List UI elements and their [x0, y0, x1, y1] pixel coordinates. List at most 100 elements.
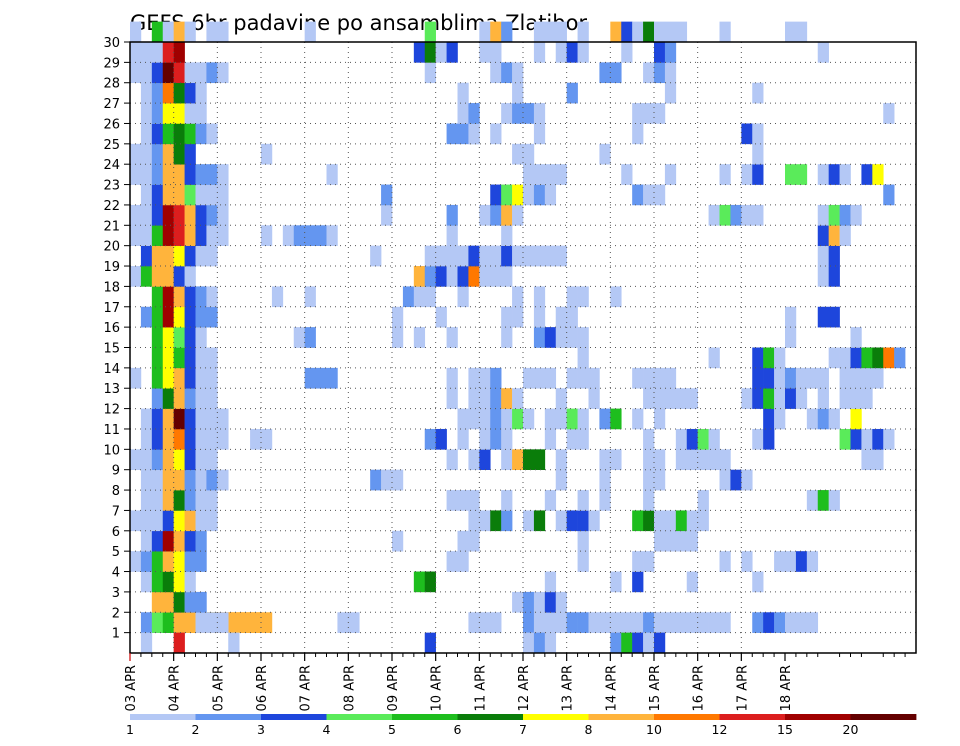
heatmap-cell: [195, 306, 218, 328]
y-tick-label: 7: [112, 504, 120, 519]
heatmap-cell: [599, 408, 611, 430]
heatmap-cell: [151, 591, 164, 613]
heatmap-cell: [588, 388, 600, 409]
heatmap-cell: [577, 490, 589, 511]
heatmap-cell: [566, 367, 578, 389]
heatmap-cell: [282, 225, 295, 246]
heatmap-cell: [173, 591, 185, 613]
heatmap-cell: [643, 469, 655, 491]
heatmap-cell: [566, 408, 578, 430]
heatmap-cell: [479, 408, 491, 430]
heatmap-cell: [610, 632, 622, 654]
heatmap-cell: [533, 245, 567, 267]
heatmap-cell: [173, 82, 185, 104]
heatmap-cell: [162, 62, 174, 84]
heatmap-cell: [151, 530, 164, 552]
heatmap-cell: [533, 612, 546, 633]
heatmap-cell: [184, 286, 196, 308]
heatmap-cell: [828, 225, 840, 246]
heatmap-cell: [785, 306, 797, 328]
heatmap-cell: [490, 245, 502, 267]
heatmap-cell: [861, 367, 873, 389]
heatmap-cell: [566, 286, 578, 308]
heatmap-cell: [533, 21, 546, 43]
heatmap-cell: [140, 469, 164, 491]
heatmap-cell: [151, 266, 174, 287]
heatmap-cell: [151, 551, 164, 572]
colorbar-label: 8: [585, 722, 593, 737]
heatmap-cell: [828, 266, 840, 287]
heatmap-cell: [533, 164, 546, 185]
heatmap-cell: [184, 388, 196, 409]
heatmap-cell: [151, 449, 164, 470]
heatmap-cell: [577, 286, 589, 308]
heatmap-cell: [206, 408, 229, 430]
heatmap-cell: [861, 449, 884, 470]
heatmap-cell: [839, 164, 851, 185]
heatmap-cell: [184, 143, 196, 165]
heatmap-cell: [523, 612, 535, 633]
heatmap-cell: [872, 164, 884, 185]
heatmap-cell: [130, 143, 153, 165]
heatmap-cell: [217, 204, 229, 226]
heatmap-cell: [741, 469, 753, 491]
heatmap-cell: [741, 551, 753, 572]
heatmap-cells: [130, 21, 906, 654]
heatmap-cell: [839, 388, 851, 409]
heatmap-cell: [468, 266, 480, 287]
heatmap-cell: [621, 42, 633, 63]
heatmap-cell: [752, 571, 764, 593]
heatmap-cell: [763, 428, 775, 450]
heatmap-cell: [435, 306, 447, 328]
heatmap-cell: [195, 62, 207, 84]
heatmap-cell: [523, 164, 535, 185]
heatmap-cell: [828, 490, 840, 511]
heatmap-cell: [785, 388, 797, 409]
x-axis: 03 APR 04 APR 05 APR 06 APR 07 APR 08 APR 09 A…: [124, 653, 906, 711]
heatmap-cell: [173, 490, 185, 511]
heatmap-cell: [861, 388, 873, 409]
heatmap-cell: [839, 367, 851, 389]
heatmap-cell: [817, 408, 829, 430]
heatmap-cell: [686, 510, 698, 532]
heatmap-cell: [217, 469, 229, 491]
heatmap-cell: [817, 490, 829, 511]
heatmap-cell: [140, 184, 153, 206]
heatmap-cell: [544, 428, 557, 450]
heatmap-cell: [490, 388, 502, 409]
heatmap-cell: [566, 510, 578, 532]
heatmap-cell: [424, 286, 436, 308]
heatmap-cell: [130, 225, 153, 246]
heatmap-cell: [140, 204, 153, 226]
heatmap-cell: [719, 551, 731, 572]
y-tick-label: 19: [103, 260, 120, 275]
heatmap-cell: [173, 42, 185, 63]
heatmap-cell: [479, 266, 513, 287]
heatmap-cell: [326, 225, 338, 246]
heatmap-cell: [162, 327, 174, 348]
heatmap-cell: [217, 184, 229, 206]
colorbar-label: 5: [388, 722, 396, 737]
heatmap-cell: [512, 306, 524, 328]
heatmap-cell: [577, 347, 589, 369]
heatmap-cell: [763, 347, 775, 369]
heatmap-cell: [512, 103, 535, 124]
heatmap-cell: [643, 62, 655, 84]
heatmap-cell: [654, 449, 666, 470]
y-tick-label: 23: [103, 179, 120, 194]
heatmap-cell: [654, 612, 666, 633]
heatmap-cell: [555, 591, 567, 613]
heatmap-cell: [555, 42, 567, 63]
heatmap-cell: [151, 62, 164, 84]
y-tick-label: 25: [103, 138, 120, 153]
heatmap-cell: [435, 245, 469, 267]
y-tick-label: 29: [103, 56, 120, 71]
heatmap-cell: [512, 286, 524, 308]
heatmap-cell: [173, 571, 185, 593]
heatmap-cell: [490, 42, 502, 63]
heatmap-cell: [774, 388, 786, 409]
heatmap-cell: [544, 164, 567, 185]
heatmap-cell: [173, 306, 185, 328]
heatmap-cell: [457, 530, 480, 552]
heatmap-cell: [261, 143, 273, 165]
